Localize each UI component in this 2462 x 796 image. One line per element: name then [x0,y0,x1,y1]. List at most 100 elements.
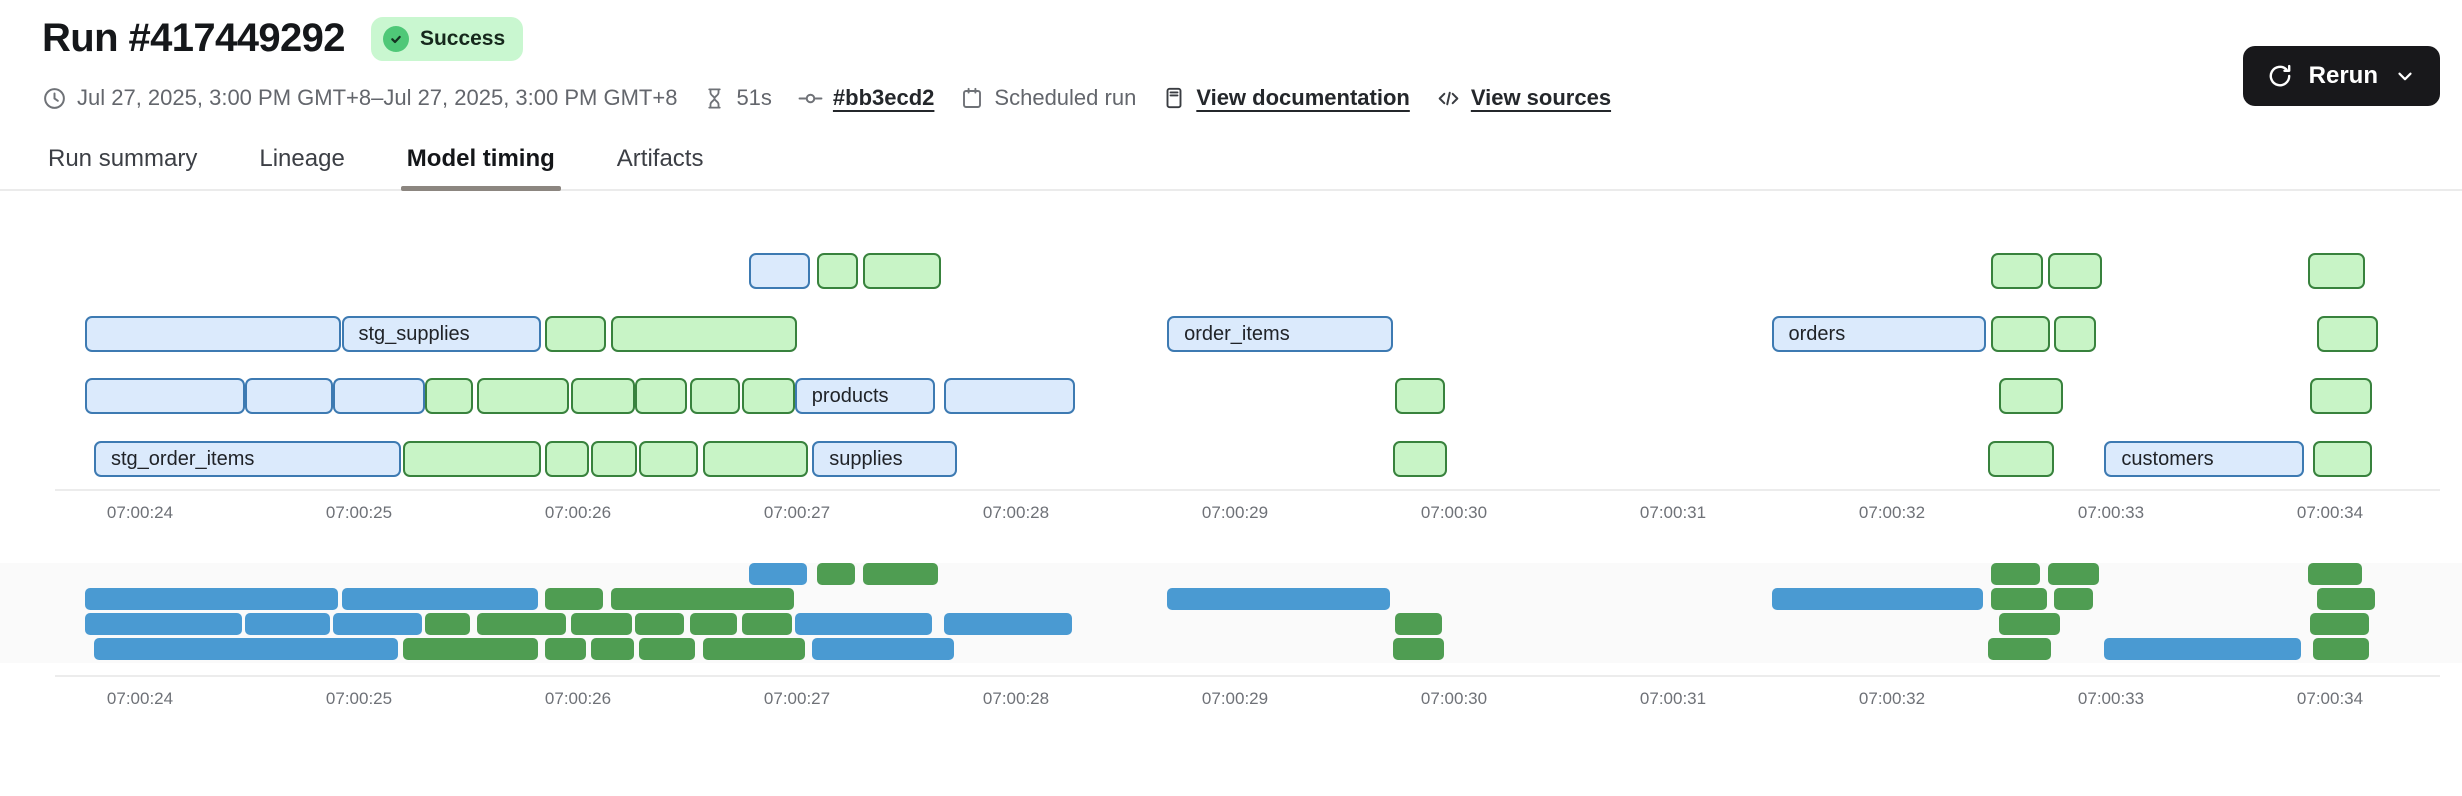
minimap-bar[interactable] [689,613,738,635]
minimap-bar[interactable] [2047,563,2100,585]
minimap-bar-supplies[interactable] [812,638,954,660]
axis-tick: 07:00:29 [1201,689,1269,708]
minimap-bar[interactable] [748,563,808,585]
minimap-bar[interactable] [816,563,856,585]
timing-bar[interactable] [748,253,811,289]
timing-bar[interactable] [245,378,333,414]
timing-bar[interactable] [591,441,638,477]
timing-bar[interactable] [689,378,741,414]
minimap-bar[interactable] [424,613,470,635]
minimap-bar[interactable] [1988,638,2052,660]
timing-bar[interactable] [702,441,808,477]
minimap-bar[interactable] [545,588,604,610]
minimap-bar[interactable] [245,613,330,635]
minimap-bar-customers[interactable] [2104,638,2301,660]
minimap-bar[interactable] [85,588,339,610]
hourglass-icon [703,87,726,110]
timing-bar[interactable] [2312,441,2372,477]
rerun-button[interactable]: Rerun [2242,46,2440,106]
timing-bar-supplies[interactable]: supplies [812,441,957,477]
timing-bar[interactable] [1999,378,2063,414]
axis-tick: 07:00:31 [1639,689,1707,708]
timing-bar[interactable] [1392,441,1448,477]
minimap-bar[interactable] [2310,613,2369,635]
timing-bar[interactable] [1394,378,1446,414]
timing-bar[interactable] [85,378,246,414]
tab-model-timing[interactable]: Model timing [400,133,561,191]
minimap-bar[interactable] [545,638,586,660]
minimap-bar[interactable] [1990,588,2047,610]
timing-bar[interactable] [634,378,688,414]
minimap-bar[interactable] [634,613,685,635]
minimap-bar[interactable] [477,613,567,635]
minimap-bar[interactable] [742,613,792,635]
timing-bar-order_items[interactable]: order_items [1167,316,1393,352]
timing-bar[interactable] [943,378,1076,414]
commit-link-item[interactable]: #bb3ecd2 [798,85,935,111]
timing-bar[interactable] [2047,253,2103,289]
minimap-bar[interactable] [943,613,1073,635]
timing-bar[interactable] [571,378,635,414]
timing-minimap[interactable] [55,563,2440,663]
view-documentation-link[interactable]: View documentation [1196,85,1410,110]
minimap-bar[interactable] [1990,563,2041,585]
timing-bar[interactable] [1990,253,2044,289]
sources-link-item[interactable]: View sources [1436,85,1611,111]
tab-run-summary[interactable]: Run summary [48,145,198,172]
tab-lineage[interactable]: Lineage [259,145,345,172]
timing-bar[interactable] [332,378,425,414]
axis-tick: 07:00:28 [982,503,1050,522]
minimap-bar-stg_supplies[interactable] [341,588,538,610]
timing-bar[interactable] [1988,441,2055,477]
axis-tick: 07:00:26 [544,503,612,522]
timing-bar[interactable] [610,316,797,352]
minimap-bar[interactable] [332,613,422,635]
timing-bar[interactable] [639,441,699,477]
timing-minimap-strip[interactable] [0,563,2462,663]
minimap-bar-stg_order_items[interactable] [94,638,398,660]
timing-bar-products[interactable]: products [794,378,935,414]
timing-bar-stg_order_items[interactable]: stg_order_items [94,441,401,477]
minimap-bar[interactable] [402,638,538,660]
timing-bar[interactable] [545,441,589,477]
code-icon [1436,86,1461,111]
timing-bar[interactable] [2308,253,2365,289]
minimap-bar[interactable] [862,563,939,585]
minimap-bar[interactable] [2312,638,2369,660]
timing-bar[interactable] [477,378,570,414]
timing-bar[interactable] [402,441,541,477]
timing-bar[interactable] [742,378,795,414]
timing-bar-customers[interactable]: customers [2104,441,2304,477]
timing-bar[interactable] [1990,316,2050,352]
minimap-bar[interactable] [85,613,243,635]
minimap-bar-products[interactable] [794,613,932,635]
timing-bar-orders[interactable]: orders [1771,316,1987,352]
timing-bar[interactable] [2316,316,2379,352]
tab-artifacts[interactable]: Artifacts [616,145,704,172]
commit-link[interactable]: #bb3ecd2 [832,85,935,110]
minimap-bar-orders[interactable] [1771,588,1984,610]
view-sources-link[interactable]: View sources [1470,85,1612,110]
timing-bar[interactable] [2054,316,2096,352]
minimap-bar[interactable] [1394,613,1443,635]
timing-bar[interactable] [2310,378,2372,414]
timing-bar[interactable] [424,378,473,414]
minimap-bar[interactable] [591,638,635,660]
minimap-bar[interactable] [1392,638,1445,660]
minimap-bar[interactable] [2316,588,2376,610]
documentation-link-item[interactable]: View documentation [1162,85,1410,111]
timing-bar[interactable] [85,316,342,352]
timing-bar[interactable] [545,316,607,352]
minimap-bar[interactable] [571,613,632,635]
timing-bar[interactable] [862,253,942,289]
minimap-bar[interactable] [610,588,794,610]
minimap-bar[interactable] [1999,613,2060,635]
rerun-button-label: Rerun [2308,62,2378,89]
timing-bar[interactable] [816,253,859,289]
minimap-bar[interactable] [2054,588,2093,610]
minimap-bar[interactable] [702,638,805,660]
minimap-bar[interactable] [2308,563,2362,585]
minimap-bar[interactable] [639,638,696,660]
minimap-bar-order_items[interactable] [1167,588,1390,610]
timing-bar-stg_supplies[interactable]: stg_supplies [341,316,541,352]
